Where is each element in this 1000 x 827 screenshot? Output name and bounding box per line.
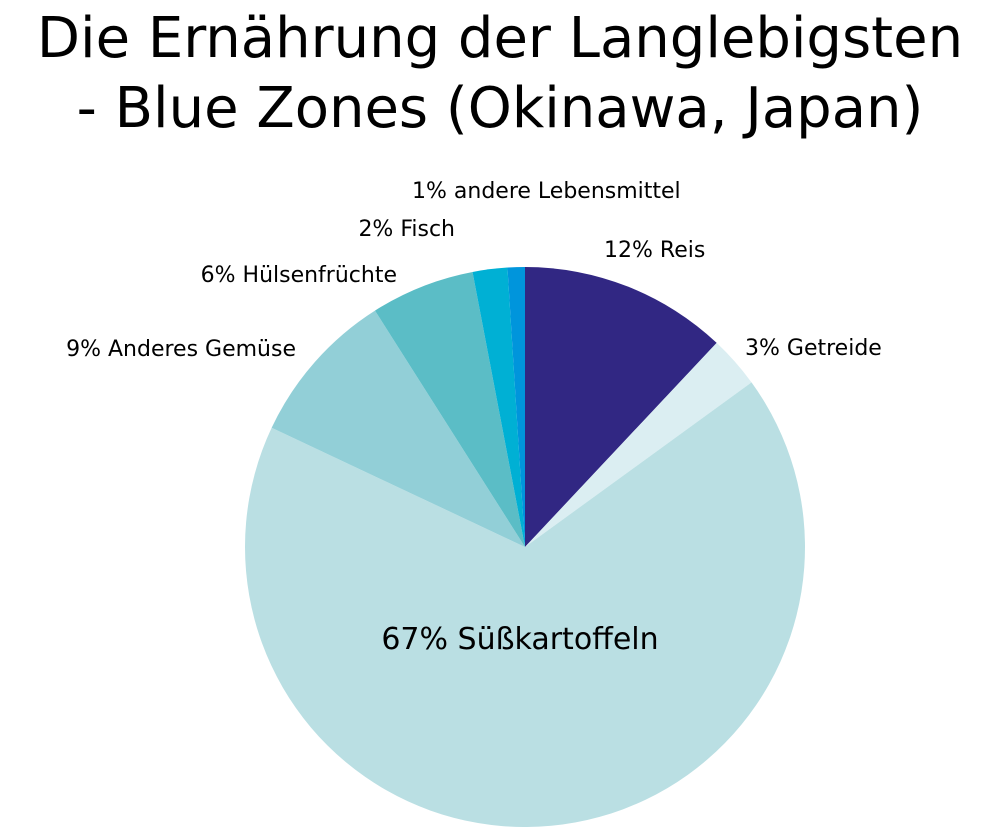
pie-slice-label-4: 6% Hülsenfrüchte	[201, 263, 397, 288]
chart-title: Die Ernährung der Langlebigsten - Blue Z…	[0, 4, 1000, 144]
chart-title-line-2: - Blue Zones (Okinawa, Japan)	[76, 76, 924, 141]
pie-slice-6	[507, 267, 525, 547]
chart-title-line-1: Die Ernährung der Langlebigsten	[36, 6, 964, 71]
pie-slice-3	[271, 310, 525, 547]
pie-slice-label-2: 67% Süßkartoffeln	[381, 622, 658, 657]
pie-slice-0	[525, 267, 717, 547]
pie-slice-4	[374, 271, 525, 547]
pie-slice-label-0: 12% Reis	[604, 238, 705, 263]
pie-slice-5	[472, 267, 525, 547]
pie-slice-label-5: 2% Fisch	[358, 217, 455, 242]
pie-labels: 12% Reis 3% Getreide 67% Süßkartoffeln 9% A…	[66, 179, 882, 657]
pie-slice-2	[245, 382, 805, 827]
pie-slice-1	[525, 342, 752, 547]
pie-slice-label-3: 9% Anderes Gemüse	[66, 337, 296, 362]
pie-slices	[245, 267, 805, 827]
pie-slice-label-6: 1% andere Lebensmittel	[412, 179, 681, 204]
pie-slice-label-1: 3% Getreide	[745, 336, 882, 361]
